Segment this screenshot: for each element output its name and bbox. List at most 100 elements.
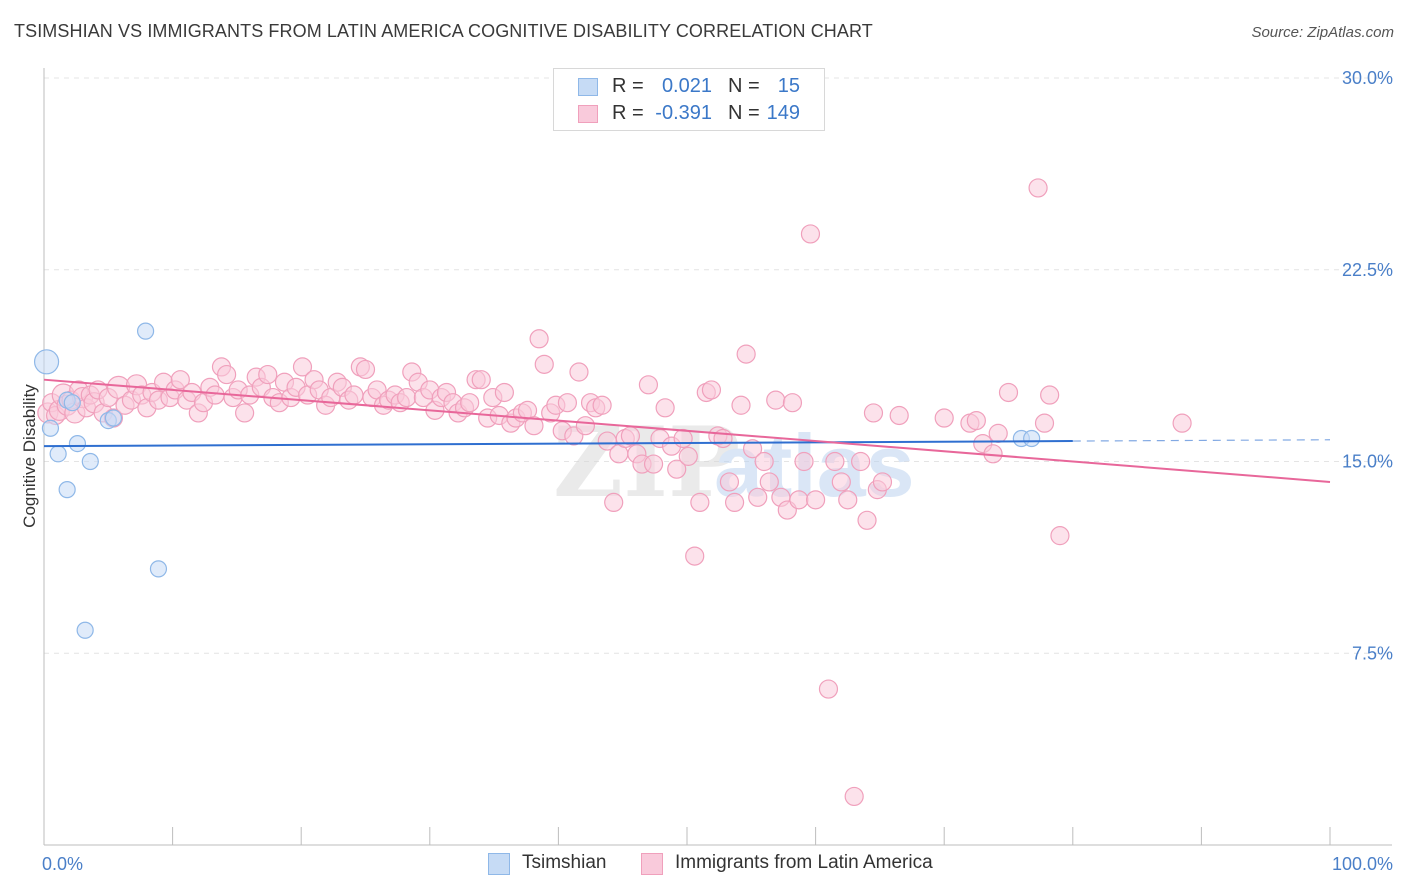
data-point-latin-america [292, 357, 313, 377]
data-point-latin-america [719, 472, 740, 492]
data-point-latin-america [966, 410, 986, 431]
data-point-latin-america [217, 364, 237, 385]
data-point-latin-america [998, 382, 1019, 403]
data-point-latin-america [460, 393, 480, 413]
source-credit: Source: ZipAtlas.com [1251, 24, 1394, 41]
data-point-latin-america [872, 472, 893, 492]
data-point-latin-america [831, 472, 851, 492]
data-point-latin-america [638, 375, 659, 395]
trend-line-latin-america [43, 378, 1331, 483]
legend-row-latin-america: R = -0.391 N = 149 [554, 102, 824, 128]
data-point-latin-america [851, 451, 871, 472]
data-point-tsimshian [136, 322, 155, 340]
data-point-latin-america [1040, 385, 1060, 405]
data-point-tsimshian [58, 481, 76, 499]
legend-swatch-tsimshian [578, 78, 598, 96]
data-point-latin-america [673, 428, 693, 449]
data-point-tsimshian [41, 419, 60, 437]
data-point-tsimshian [63, 394, 81, 412]
data-point-latin-america [1028, 178, 1048, 198]
trend-lines [43, 378, 1331, 483]
chart-title: TSIMSHIAN VS IMMIGRANTS FROM LATIN AMERI… [14, 21, 873, 41]
data-point-latin-america [759, 472, 779, 492]
data-point-tsimshian [1023, 429, 1041, 448]
data-point-latin-america [655, 398, 675, 418]
data-point-latin-america [1050, 526, 1070, 546]
data-point-latin-america [736, 344, 756, 364]
data-point-latin-america [754, 451, 774, 472]
legend-r-value: -0.391 [655, 102, 712, 124]
y-tick-label: 22.5% [1342, 260, 1393, 280]
data-point-latin-america [805, 490, 826, 510]
y-tick-label: 15.0% [1342, 452, 1393, 472]
legend-row-tsimshian: R = 0.021 N = 15 [554, 75, 824, 101]
data-point-latin-america [748, 487, 768, 507]
data-point-latin-america [724, 492, 745, 513]
x-tick-label: 0.0% [42, 854, 83, 874]
data-point-latin-america [844, 786, 864, 807]
data-point-latin-america [889, 405, 909, 426]
trend-line-tsimshian-extension [1072, 439, 1331, 442]
correlation-legend: R = 0.021 N = 15 R = -0.391 N = 149 [553, 68, 825, 131]
axes [43, 68, 1392, 846]
data-point-latin-america [569, 362, 589, 382]
y-tick-labels: 7.5% 15.0% 22.5% 30.0% [1342, 68, 1393, 663]
legend-n-value: 149 [766, 102, 800, 124]
x-tick-label: 100.0% [1332, 854, 1393, 874]
data-point-latin-america [800, 224, 821, 244]
data-point-latin-america [685, 546, 705, 566]
y-axis-label: Cognitive Disability [20, 384, 39, 528]
legend-n-value: 15 [777, 75, 800, 97]
data-point-latin-america [397, 387, 417, 408]
data-point-latin-america [344, 385, 364, 405]
data-point-latin-america [557, 393, 578, 413]
data-point-latin-america [934, 408, 954, 428]
data-point-tsimshian [68, 435, 87, 453]
data-point-latin-america [838, 490, 858, 510]
data-point-tsimshian [81, 452, 99, 471]
data-point-latin-america [988, 423, 1008, 443]
data-point-latin-america [794, 451, 814, 472]
data-point-tsimshian [33, 349, 60, 375]
data-point-latin-america [742, 439, 763, 459]
data-point-latin-america [782, 393, 803, 413]
data-point-latin-america [690, 492, 710, 513]
data-point-latin-america [678, 446, 698, 466]
data-point-latin-america [205, 385, 225, 405]
y-tick-label: 7.5% [1352, 643, 1393, 663]
data-point-latin-america [643, 454, 664, 474]
data-point-tsimshian [104, 409, 123, 427]
data-point-tsimshian [76, 621, 94, 639]
data-point-latin-america [701, 380, 722, 400]
data-point-latin-america [534, 354, 554, 374]
legend-n-label: N = [728, 102, 760, 124]
data-point-latin-america [592, 395, 612, 415]
data-point-latin-america [494, 382, 514, 403]
data-point-latin-america [471, 370, 491, 390]
bottom-legend-label-tsimshian: Tsimshian [522, 852, 607, 873]
data-point-latin-america [355, 359, 376, 380]
data-point-latin-america [667, 459, 687, 479]
data-point-latin-america [575, 416, 596, 436]
data-point-latin-america [789, 490, 809, 510]
legend-r-value: 0.021 [661, 75, 712, 97]
data-point-latin-america [825, 451, 845, 472]
data-point-latin-america [857, 510, 877, 530]
data-point-latin-america [1172, 413, 1192, 433]
y-tick-label: 30.0% [1342, 68, 1393, 88]
data-point-latin-america [258, 364, 278, 385]
legend-n-label: N = [728, 75, 760, 97]
legend-swatch-latin-america [578, 105, 598, 123]
data-point-latin-america [170, 370, 190, 390]
data-point-tsimshian [149, 560, 168, 578]
bottom-legend-latin-america: Immigrants from Latin America [641, 852, 961, 878]
data-point-latin-america [604, 492, 624, 513]
data-point-latin-america [1034, 413, 1055, 433]
bottom-legend-swatch-tsimshian [488, 853, 510, 875]
bottom-legend-tsimshian: Tsimshian [488, 852, 628, 878]
data-point-tsimshian [49, 445, 67, 463]
data-point-latin-america [731, 395, 751, 415]
data-point-latin-america [529, 329, 549, 349]
data-point-latin-america [235, 403, 255, 423]
